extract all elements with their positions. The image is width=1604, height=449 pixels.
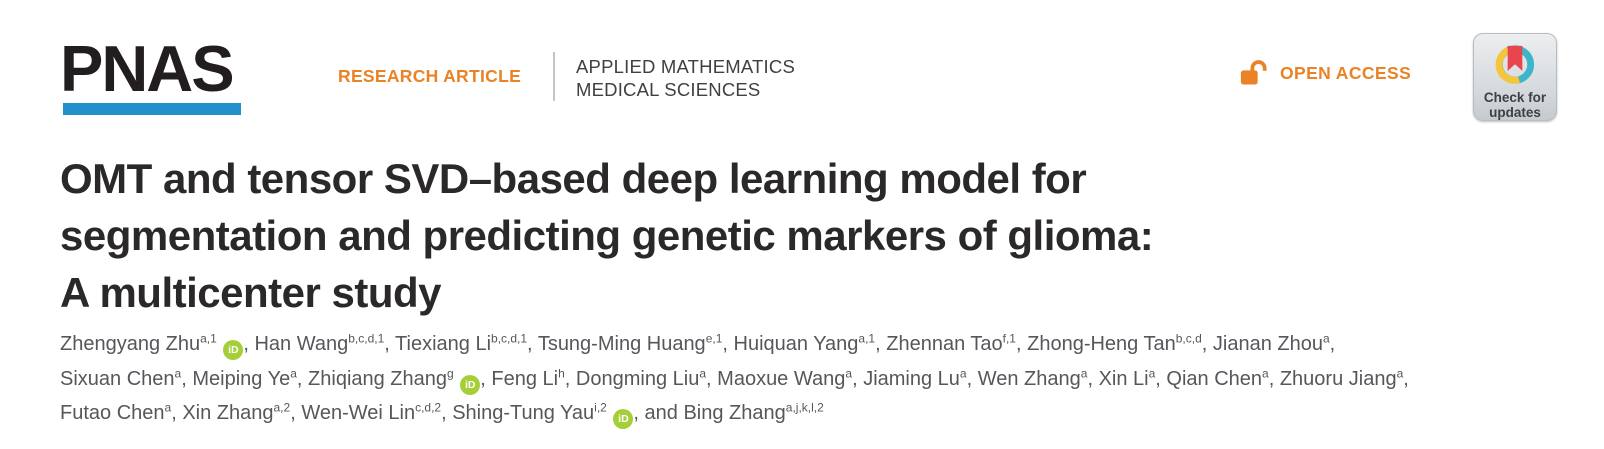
author-name: Jiaming Lua	[863, 365, 967, 390]
author-name: Sixuan Chena	[60, 365, 182, 390]
research-article-kicker: RESEARCH ARTICLE	[338, 66, 522, 86]
author-name: Dongming Liua	[575, 365, 707, 390]
author-affiliation-sup: b,c,d,1	[491, 331, 528, 346]
check-for-updates-button[interactable]: Check for updates	[1473, 33, 1557, 121]
author-affiliation-sup: a	[1396, 365, 1404, 380]
author-name: Feng Lih	[491, 365, 565, 390]
author-name: Tsung-Ming Huange,1	[537, 331, 723, 355]
author-affiliation-sup: a	[164, 400, 172, 415]
author-affiliation-sup: c,d,2	[415, 400, 442, 415]
author-affiliation-sup: a	[174, 365, 182, 380]
open-access-badge[interactable]: OPEN ACCESS	[1240, 59, 1411, 87]
subject-category-medical-sciences[interactable]: MEDICAL SCIENCES	[576, 79, 761, 100]
author-name: Huiquan Yanga,1	[733, 331, 876, 355]
author-name: Qian Chena	[1166, 365, 1269, 390]
article-title-line3: A multicenter study	[60, 269, 442, 316]
author-affiliation-sup: b,c,d,1	[348, 331, 385, 346]
author-name: Han Wangb,c,d,1	[254, 331, 385, 355]
author-affiliation-sup: a,1	[200, 331, 217, 346]
author-name: Bing Zhanga,j,k,l,2	[683, 400, 824, 424]
author-name: Tiexiang Lib,c,d,1	[395, 331, 528, 355]
author-affiliation-sup: a	[959, 365, 967, 380]
subject-category-applied-mathematics[interactable]: APPLIED MATHEMATICS	[576, 56, 795, 77]
author-affiliation-sup: a	[1080, 365, 1088, 380]
check-badge-label-line2: updates	[1489, 105, 1541, 120]
article-title-line1: OMT and tensor SVD–based deep learning m…	[60, 155, 1087, 202]
author-name: Jianan Zhoua	[1212, 331, 1330, 355]
author-name: Shing-Tung Yaui,2	[452, 400, 607, 424]
crossmark-icon	[1495, 45, 1535, 84]
pnas-logo-underline	[63, 103, 241, 115]
author-affiliation-sup: g	[447, 365, 454, 380]
author-name: Xin Lia	[1098, 365, 1156, 390]
author-name: Meiping Yea	[192, 365, 297, 390]
orcid-icon[interactable]: iD	[223, 340, 244, 360]
check-badge-label: Check for updates	[1484, 90, 1546, 120]
author-affiliation-sup: a	[1148, 365, 1156, 380]
author-name: Xin Zhanga,2	[182, 400, 291, 424]
author-name: Wen-Wei Linc,d,2	[301, 400, 442, 424]
author-affiliation-sup: a,j,k,l,2	[785, 400, 824, 415]
article-title: OMT and tensor SVD–based deep learning m…	[60, 150, 1540, 321]
orcid-icon[interactable]: iD	[460, 374, 481, 395]
subject-categories: APPLIED MATHEMATICS MEDICAL SCIENCES	[576, 55, 795, 101]
author-affiliation-sup: a	[699, 365, 707, 380]
author-name: Zhennan Taof,1	[886, 331, 1016, 355]
author-affiliation-sup: i,2	[594, 400, 607, 415]
author-name: Zhiqiang Zhangg	[308, 365, 454, 390]
author-affiliation-sup: e,1	[705, 331, 723, 346]
author-affiliation-sup: b,c,d	[1175, 331, 1202, 346]
author-name: Zhuoru Jianga	[1279, 365, 1404, 390]
open-access-label: OPEN ACCESS	[1280, 62, 1412, 83]
author-affiliation-sup: a	[1262, 365, 1269, 380]
author-affiliation-sup: a	[1322, 331, 1330, 346]
author-name: Zhengyang Zhua,1	[60, 331, 217, 355]
author-list: Zhengyang Zhua,1 iD, Han Wangb,c,d,1, Ti…	[60, 327, 1560, 431]
masthead-divider	[553, 52, 555, 101]
open-padlock-icon	[1240, 60, 1267, 85]
author-name: Futao Chena	[60, 400, 172, 424]
check-badge-label-line1: Check for	[1483, 90, 1547, 105]
author-affiliation-sup: a,2	[273, 400, 291, 415]
author-affiliation-sup: a,1	[858, 331, 876, 346]
article-title-line2: segmentation and predicting genetic mark…	[60, 212, 1154, 259]
author-affiliation-sup: f,1	[1002, 331, 1016, 346]
author-name: Maoxue Wanga	[717, 365, 853, 390]
author-affiliation-sup: h	[558, 365, 565, 380]
author-name: Zhong-Heng Tanb,c,d	[1027, 331, 1202, 355]
pnas-logo[interactable]: PNAS	[60, 36, 241, 115]
author-affiliation-sup: a	[290, 365, 297, 380]
orcid-icon[interactable]: iD	[613, 409, 634, 429]
author-name: Wen Zhanga	[977, 365, 1088, 390]
author-affiliation-sup: a	[845, 365, 853, 380]
pnas-logo-text: PNAS	[60, 32, 235, 105]
